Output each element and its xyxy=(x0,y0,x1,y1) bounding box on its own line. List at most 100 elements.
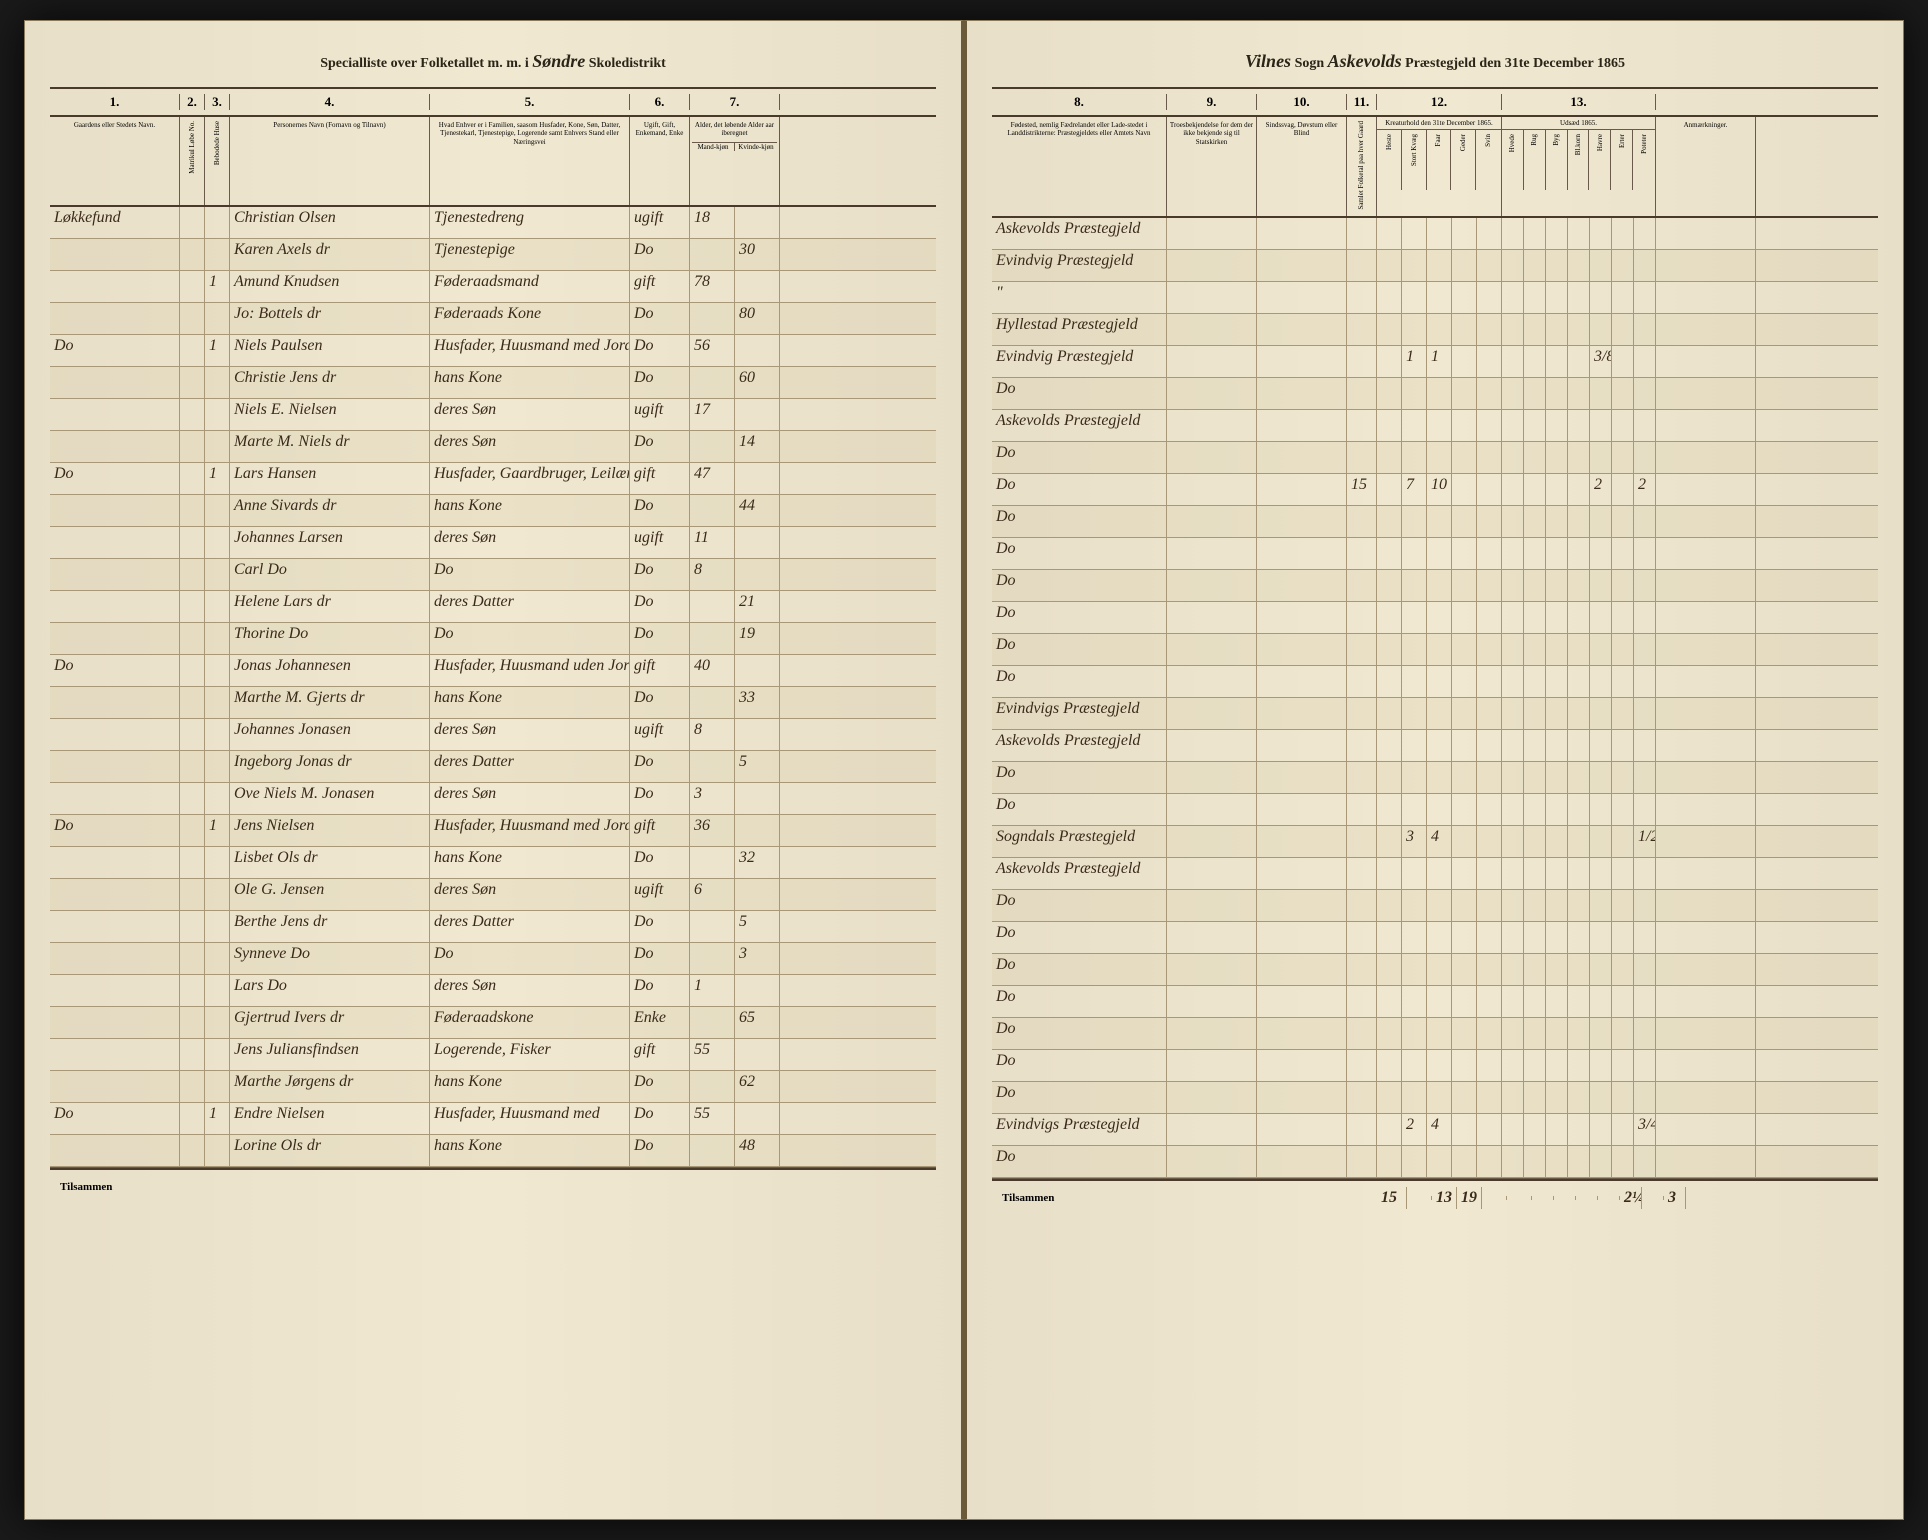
farm-cell xyxy=(50,1007,180,1038)
name-cell: Synneve Do xyxy=(230,943,430,974)
age-m-cell: 55 xyxy=(690,1039,735,1070)
potato-cell: 2 xyxy=(1634,474,1656,505)
status-cell: Do xyxy=(630,623,690,654)
horses-cell xyxy=(1377,602,1402,633)
cattle-cell xyxy=(1402,1082,1427,1113)
role-cell: hans Kone xyxy=(430,1071,630,1102)
farm-cell xyxy=(50,911,180,942)
barley-cell xyxy=(1546,282,1568,313)
name-cell: Amund Knudsen xyxy=(230,271,430,302)
cattle-cell: 1 xyxy=(1402,346,1427,377)
table-row: Do xyxy=(992,1018,1878,1050)
age-f-cell xyxy=(735,207,780,238)
table-row: Jo: Bottels dr Føderaads Kone Do 80 xyxy=(50,303,936,335)
status-cell: gift xyxy=(630,655,690,686)
role-cell: Husfader, Gaardbruger, Leilænding xyxy=(430,463,630,494)
age-f-cell: 32 xyxy=(735,847,780,878)
oats-cell xyxy=(1590,506,1612,537)
table-row: Do 15 7 10 2 2 xyxy=(992,474,1878,506)
mixed-cell xyxy=(1568,634,1590,665)
potato-cell xyxy=(1634,890,1656,921)
table-row: Do xyxy=(992,602,1878,634)
religion-cell xyxy=(1167,1114,1257,1145)
wheat-cell xyxy=(1502,922,1524,953)
house-cell xyxy=(205,751,230,782)
matrikul-cell xyxy=(180,399,205,430)
pigs-cell xyxy=(1477,730,1502,761)
barley-cell xyxy=(1546,730,1568,761)
status-cell: ugift xyxy=(630,879,690,910)
birthplace-cell: Do xyxy=(992,954,1167,985)
house-cell xyxy=(205,239,230,270)
oats-cell xyxy=(1590,538,1612,569)
mixed-cell xyxy=(1568,570,1590,601)
potato-cell xyxy=(1634,1082,1656,1113)
religion-cell xyxy=(1167,730,1257,761)
potato-cell xyxy=(1634,410,1656,441)
name-cell: Christie Jens dr xyxy=(230,367,430,398)
horses-cell xyxy=(1377,314,1402,345)
oats-cell xyxy=(1590,282,1612,313)
cattle-cell xyxy=(1402,538,1427,569)
peas-cell xyxy=(1612,826,1634,857)
peas-cell xyxy=(1612,378,1634,409)
age-m-cell: 6 xyxy=(690,879,735,910)
pigs-cell xyxy=(1477,666,1502,697)
potato-cell xyxy=(1634,602,1656,633)
age-f-cell: 44 xyxy=(735,495,780,526)
cattle-cell xyxy=(1402,314,1427,345)
matrikul-cell xyxy=(180,815,205,846)
total-cell xyxy=(1347,538,1377,569)
table-row: Berthe Jens dr deres Datter Do 5 xyxy=(50,911,936,943)
rye-cell xyxy=(1524,314,1546,345)
house-cell xyxy=(205,911,230,942)
age-m-cell xyxy=(690,911,735,942)
house-cell: 1 xyxy=(205,815,230,846)
birthplace-cell: Do xyxy=(992,1082,1167,1113)
barley-cell xyxy=(1546,922,1568,953)
remarks-cell xyxy=(1656,602,1756,633)
disability-cell xyxy=(1257,1114,1347,1145)
table-row: Gjertrud Ivers dr Føderaadskone Enke 65 xyxy=(50,1007,936,1039)
potato-cell xyxy=(1634,282,1656,313)
disability-cell xyxy=(1257,1082,1347,1113)
oats-cell xyxy=(1590,762,1612,793)
age-f-cell xyxy=(735,271,780,302)
status-cell: ugift xyxy=(630,399,690,430)
sheep-cell xyxy=(1427,794,1452,825)
peas-cell xyxy=(1612,954,1634,985)
right-page: Vilnes Sogn Askevolds Præstegjeld den 31… xyxy=(964,20,1904,1520)
mixed-cell xyxy=(1568,1050,1590,1081)
name-cell: Helene Lars dr xyxy=(230,591,430,622)
total-cell xyxy=(1347,602,1377,633)
table-row: 1 Amund Knudsen Føderaadsmand gift 78 xyxy=(50,271,936,303)
sub-c1: Gaardens eller Stedets Navn. xyxy=(50,117,180,205)
remarks-cell xyxy=(1656,442,1756,473)
pigs-cell xyxy=(1477,570,1502,601)
rye-cell xyxy=(1524,218,1546,249)
age-m-cell xyxy=(690,1071,735,1102)
age-f-cell xyxy=(735,399,780,430)
age-m-cell: 55 xyxy=(690,1103,735,1134)
goats-cell xyxy=(1452,730,1477,761)
name-cell: Christian Olsen xyxy=(230,207,430,238)
horses-cell xyxy=(1377,1146,1402,1177)
pigs-cell xyxy=(1477,698,1502,729)
col-12: 12. xyxy=(1377,94,1502,110)
remarks-cell xyxy=(1656,538,1756,569)
oats-cell xyxy=(1590,442,1612,473)
name-cell: Jo: Bottels dr xyxy=(230,303,430,334)
disability-cell xyxy=(1257,474,1347,505)
data-rows-left: Løkkefund Christian Olsen Tjenestedreng … xyxy=(50,207,936,1168)
oats-cell xyxy=(1590,826,1612,857)
potato-cell: 1/2 xyxy=(1634,826,1656,857)
disability-cell xyxy=(1257,314,1347,345)
goats-cell xyxy=(1452,442,1477,473)
birthplace-cell: Evindvig Præstegjeld xyxy=(992,250,1167,281)
wheat-cell xyxy=(1502,634,1524,665)
sub-headers-left: Gaardens eller Stedets Navn. Matrikul Lø… xyxy=(50,117,936,207)
wheat-cell xyxy=(1502,986,1524,1017)
age-m-cell: 78 xyxy=(690,271,735,302)
age-f-cell xyxy=(735,879,780,910)
pigs-cell xyxy=(1477,858,1502,889)
